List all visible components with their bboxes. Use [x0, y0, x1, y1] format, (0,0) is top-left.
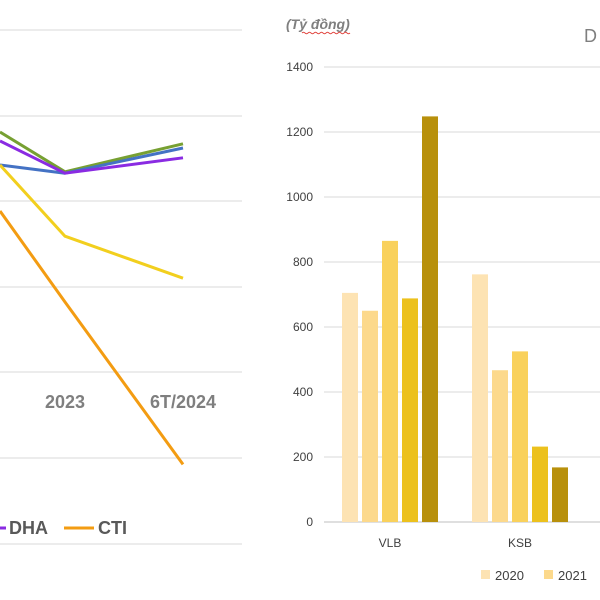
- right-chart-legend: 2020 2021: [481, 568, 587, 583]
- right-y-tick-800: 800: [293, 255, 313, 269]
- bar-ksb-series-3: [532, 446, 548, 522]
- bar-ksb-series-1: [492, 370, 508, 522]
- right-y-tick-600: 600: [293, 320, 313, 334]
- right-y-tick-1000: 1000: [286, 190, 313, 204]
- right-category-label-vlb: VLB: [379, 536, 402, 550]
- left-series-line-0: [0, 130, 184, 174]
- left-chart-category-labels: 2023 6T/2024: [45, 392, 216, 412]
- legend-swatch-2020: [481, 570, 490, 579]
- bar-vlb-series-2: [382, 240, 398, 522]
- left-category-label-2023: 2023: [45, 392, 85, 412]
- right-y-tick-1400: 1400: [286, 60, 313, 74]
- right-y-tick-200: 200: [293, 450, 313, 464]
- left-chart-gridlines: [0, 29, 242, 545]
- right-category-label-ksb: KSB: [508, 536, 532, 550]
- left-category-label-6t2024: 6T/2024: [150, 392, 216, 412]
- bar-ksb-series-2: [512, 351, 528, 522]
- left-series-line-2: [0, 139, 184, 175]
- right-chart-category-labels: VLB KSB: [379, 536, 532, 550]
- legend-swatch-2021: [544, 570, 553, 579]
- left-series-line-3: [0, 163, 184, 280]
- right-y-tick-400: 400: [293, 385, 313, 399]
- legend-label-2020: 2020: [495, 568, 524, 583]
- bar-vlb-series-0: [342, 292, 358, 522]
- right-chart-bars: [342, 116, 568, 523]
- legend-label-dha: DHA: [9, 518, 48, 538]
- bar-ksb-series-4: [552, 467, 568, 522]
- right-y-tick-1200: 1200: [286, 125, 313, 139]
- left-chart-legend: DHA CTI: [0, 518, 127, 538]
- right-chart-cut-title: D: [584, 26, 597, 46]
- bar-ksb-series-0: [472, 274, 488, 522]
- right-chart-y-tick-labels: 0 200 400 600 800 1000 1200 1400: [286, 60, 313, 529]
- legend-label-2021: 2021: [558, 568, 587, 583]
- right-y-tick-0: 0: [306, 515, 313, 529]
- bar-vlb-series-1: [362, 310, 378, 522]
- right-chart-unit-label: (Tỷ đồng): [286, 16, 350, 32]
- spellcheck-underline: [301, 31, 351, 35]
- bar-vlb-series-3: [402, 298, 418, 522]
- bar-vlb-series-4: [422, 116, 438, 523]
- left-chart-series-lines: [0, 130, 185, 466]
- legend-label-cti: CTI: [98, 518, 127, 538]
- left-series-line-4: [0, 210, 185, 466]
